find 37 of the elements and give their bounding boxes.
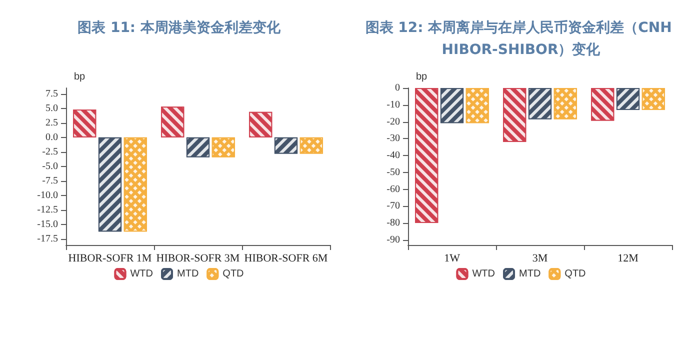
legend-label: QTD [222, 268, 244, 280]
legend-label: MTD [519, 268, 541, 280]
y-tick-label: 2.5 [46, 117, 58, 128]
y-tick-label: -90 [386, 234, 400, 246]
x-tick-label: HIBOR-SOFR 6M [244, 252, 328, 264]
x-tick-label: 12M [618, 252, 639, 264]
y-tick-label: -10.0 [37, 190, 58, 202]
y-tick-label: -20 [386, 116, 400, 128]
y-tick-label: -80 [386, 218, 400, 229]
x-tick-label: 1W [444, 252, 461, 264]
y-tick-label: -15.0 [37, 219, 58, 230]
y-axis-title: bp [416, 72, 428, 82]
x-tick-label: 3M [532, 252, 548, 264]
y-tick-label: -50 [386, 166, 400, 178]
y-tick-label: -2.5 [42, 146, 58, 158]
y-tick-label: -40 [386, 150, 400, 162]
y-tick-label: -7.5 [42, 176, 58, 187]
y-tick-label: -10 [386, 99, 400, 110]
y-tick-label: 7.5 [46, 88, 58, 100]
y-tick-label: -17.5 [37, 234, 58, 245]
y-tick-label: -30 [386, 133, 400, 144]
y-tick-label: -70 [386, 200, 400, 212]
y-tick-label: 0.0 [46, 132, 58, 143]
x-tick-label: HIBOR-SOFR 1M [68, 252, 152, 264]
legend-label: MTD [177, 268, 199, 280]
y-axis-title: bp [74, 72, 86, 82]
x-tick-label: HIBOR-SOFR 3M [156, 252, 240, 264]
y-tick-label: -12.5 [37, 204, 58, 216]
legend-label: QTD [564, 268, 586, 280]
y-tick-label: -5.0 [42, 161, 58, 172]
chart-title: 图表 12: 本周离岸与在岸人民币资金利差（CNH HIBOR-SHIBOR）变化 [365, 19, 677, 58]
legend-label: WTD [472, 268, 496, 280]
y-tick-label: 0 [395, 82, 400, 94]
chart-title: 图表 11: 本周港美资金利差变化 [78, 19, 282, 36]
y-tick-label: 5.0 [46, 102, 58, 114]
legend-label: WTD [130, 268, 154, 280]
y-tick-label: -60 [386, 184, 400, 195]
